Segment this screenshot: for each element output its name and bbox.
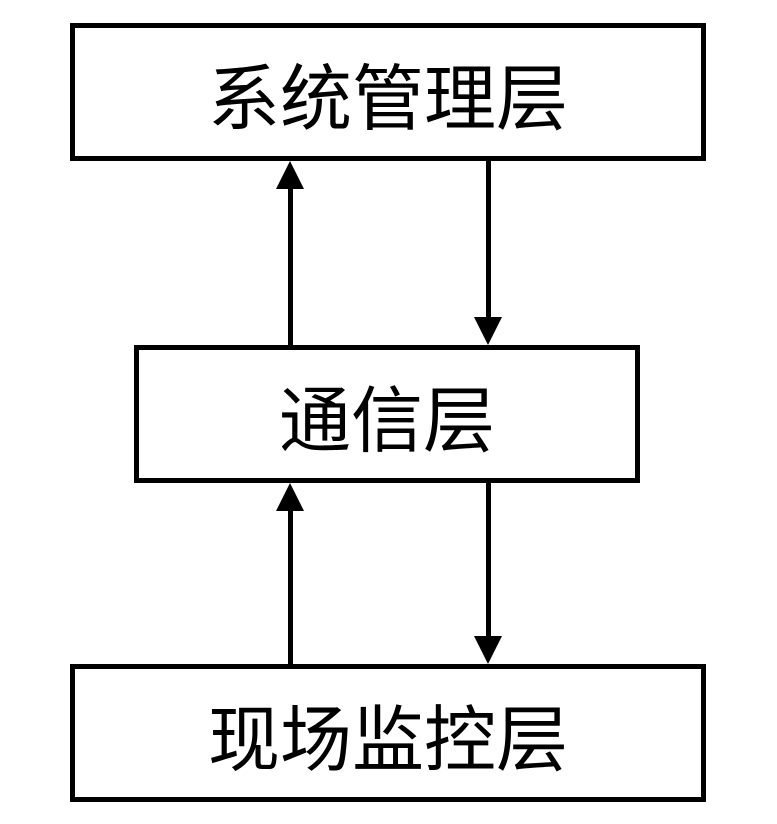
arrow-down-head-0: [474, 317, 502, 345]
diagram-canvas: 系统管理层通信层现场监控层: [0, 0, 777, 824]
arrow-up-head-0: [276, 161, 304, 189]
arrow-down-shaft-0: [486, 161, 491, 317]
node-bottom: 现场监控层: [70, 664, 706, 802]
arrow-up-shaft-1: [288, 511, 293, 664]
arrow-down-head-1: [474, 636, 502, 664]
node-label-middle: 通信层: [279, 362, 495, 467]
arrow-up-head-1: [276, 483, 304, 511]
node-middle: 通信层: [134, 345, 640, 483]
arrow-up-shaft-0: [288, 189, 293, 345]
node-label-top: 系统管理层: [208, 40, 568, 145]
node-top: 系统管理层: [70, 23, 706, 161]
arrow-down-shaft-1: [486, 483, 491, 636]
node-label-bottom: 现场监控层: [208, 681, 568, 786]
